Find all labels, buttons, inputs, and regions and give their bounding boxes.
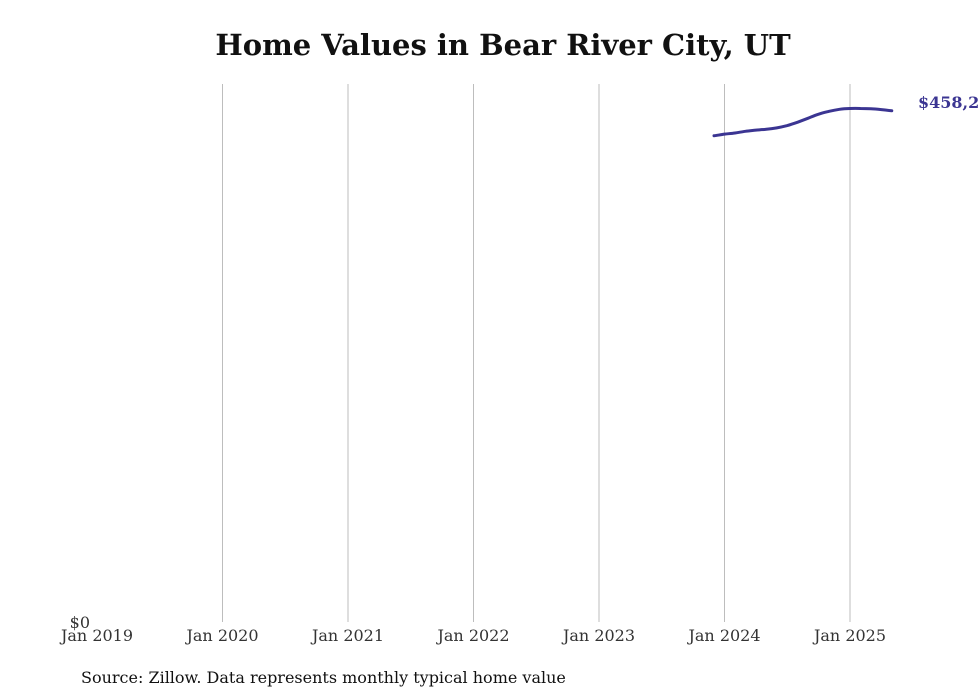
data-point: [796, 121, 799, 123]
data-point: [807, 117, 809, 119]
data-point: [817, 113, 820, 115]
x-axis: Jan 2019 Jan 2020 Jan 2021 Jan 2022 Jan 2023…: [59, 626, 886, 645]
x-tick-label: Jan 2025: [812, 626, 886, 645]
chart-title: Home Values in Bear River City, UT: [215, 28, 791, 62]
gridlines: [222, 84, 851, 622]
x-tick-label: Jan 2023: [561, 626, 635, 645]
data-point: [744, 130, 747, 133]
x-tick-label: Jan 2022: [435, 626, 509, 645]
x-tick-label: Jan 2021: [310, 626, 384, 645]
data-point: [870, 108, 872, 110]
data-point: [849, 107, 851, 110]
data-point: [765, 128, 768, 130]
data-point: [723, 133, 726, 135]
data-point: [786, 124, 789, 127]
x-tick-label: Jan 2019: [59, 626, 133, 645]
data-point: [734, 132, 736, 134]
data-point: [776, 127, 778, 129]
y-tick-label: $0: [70, 613, 90, 632]
data-point: [828, 110, 830, 113]
series-group: $458,2: [712, 93, 979, 138]
data-point: [880, 108, 883, 111]
data-point: [891, 110, 893, 112]
data-point: [755, 129, 757, 131]
x-tick-label: Jan 2024: [686, 626, 760, 645]
source-note: Source: Zillow. Data represents monthly …: [81, 668, 566, 687]
data-point: [713, 135, 715, 137]
data-point: [838, 108, 841, 111]
end-value-label: $458,2: [918, 93, 979, 112]
data-point: [859, 107, 862, 110]
x-tick-label: Jan 2020: [184, 626, 258, 645]
y-axis: $0: [70, 613, 90, 632]
series-line: [712, 106, 894, 138]
